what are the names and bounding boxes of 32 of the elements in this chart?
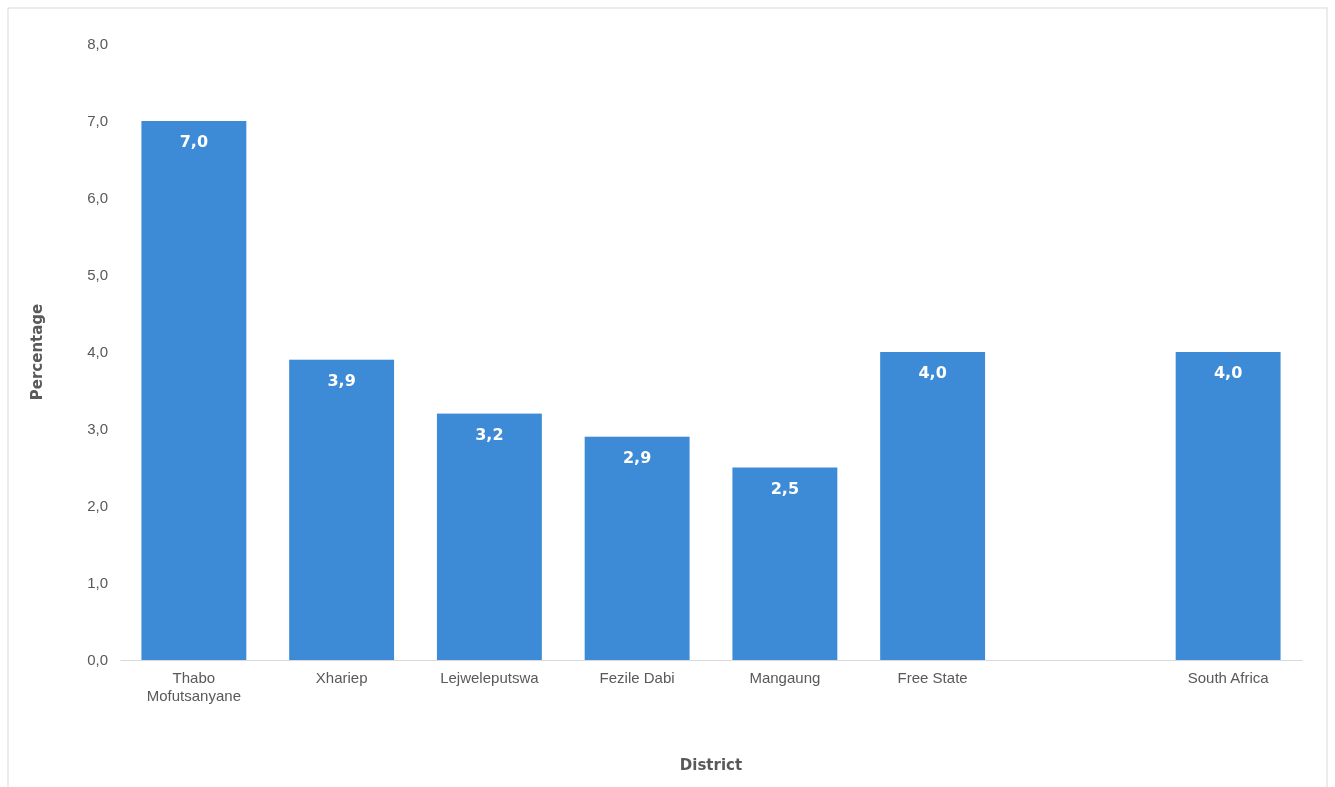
bar bbox=[880, 352, 986, 660]
bar bbox=[141, 121, 247, 660]
bar bbox=[436, 413, 542, 660]
bar bbox=[584, 436, 690, 660]
y-tick-label: 8,0 bbox=[87, 35, 108, 53]
data-label: 3,2 bbox=[475, 424, 504, 444]
y-tick-label: 1,0 bbox=[87, 574, 108, 592]
y-tick-label: 0,0 bbox=[87, 651, 108, 669]
y-tick-label: 3,0 bbox=[87, 420, 108, 438]
data-label: 4,0 bbox=[918, 363, 947, 382]
data-label: 3,9 bbox=[327, 370, 356, 390]
bar bbox=[1175, 352, 1281, 660]
y-axis-title: Percentage bbox=[28, 303, 46, 401]
x-tick-label: Fezile Dabi bbox=[599, 668, 675, 686]
x-tick-label: Mangaung bbox=[749, 668, 821, 686]
x-axis-title: District bbox=[679, 756, 743, 774]
data-label: 7,0 bbox=[179, 132, 209, 151]
x-tick-label: Xhariep bbox=[315, 668, 368, 686]
y-tick-label: 6,0 bbox=[87, 189, 108, 207]
data-label: 2,9 bbox=[622, 447, 652, 467]
y-tick-label: 4,0 bbox=[87, 343, 108, 361]
bar bbox=[289, 359, 395, 660]
x-tick-label: South Africa bbox=[1187, 668, 1270, 686]
x-tick-label: Lejweleputswa bbox=[440, 668, 540, 686]
y-tick-label: 5,0 bbox=[87, 266, 108, 284]
bar bbox=[732, 467, 838, 660]
x-tick-label: Free State bbox=[897, 668, 968, 686]
y-tick-label: 7,0 bbox=[87, 112, 108, 130]
data-label: 4,0 bbox=[1213, 363, 1243, 382]
data-label: 2,5 bbox=[770, 478, 800, 498]
y-tick-label: 2,0 bbox=[87, 497, 108, 515]
x-tick-label: Thabo Mofutsanyane bbox=[146, 668, 241, 704]
